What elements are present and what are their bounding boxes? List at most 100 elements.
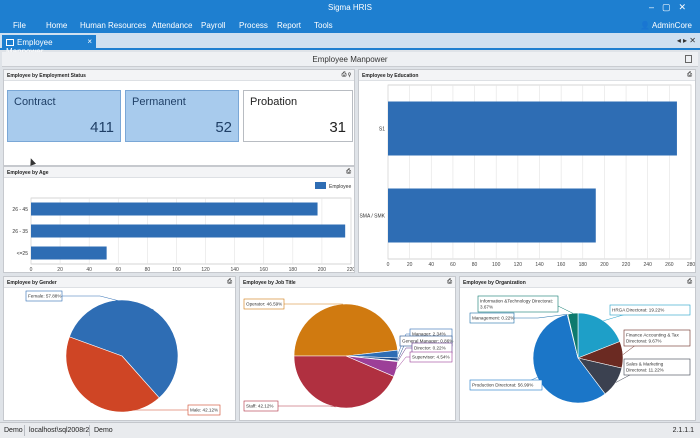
card-probation[interactable]: Probation 31 bbox=[243, 90, 353, 142]
x-tick-label: 20 bbox=[57, 267, 63, 272]
card-label: Probation bbox=[250, 96, 298, 108]
legend-swatch bbox=[315, 182, 326, 189]
panel-title: Employee by Job Title ⎙ bbox=[240, 277, 455, 288]
user-icon: 👤 bbox=[640, 21, 652, 30]
x-tick-label: 120 bbox=[201, 267, 210, 272]
tab-label: Employee Manpower bbox=[6, 38, 53, 56]
user-menu[interactable]: 👤 AdminCore bbox=[640, 21, 692, 30]
export-icon[interactable]: ⎙ bbox=[346, 169, 351, 175]
x-tick-label: 200 bbox=[600, 262, 609, 268]
tab-scroll-arrows[interactable]: ◂ ▸ ✕ bbox=[676, 36, 696, 45]
x-tick-label: 220 bbox=[622, 262, 631, 268]
x-tick-label: 260 bbox=[665, 262, 674, 268]
x-tick-label: 100 bbox=[172, 267, 181, 272]
export-filter-icons[interactable]: ⎙ ⚲ bbox=[341, 72, 351, 78]
y-tick-label: S1 bbox=[379, 127, 385, 133]
tab-employee-manpower[interactable]: Employee Manpower × bbox=[2, 35, 96, 56]
pie-slice bbox=[65, 336, 160, 413]
card-label: Permanent bbox=[132, 96, 186, 108]
pie-label: Production Directorat: 56.99% bbox=[472, 383, 533, 388]
card-value: 52 bbox=[215, 119, 232, 136]
panel-gender: Employee by Gender ⎙ Female: 57.88% Male: … bbox=[3, 276, 236, 421]
x-tick-label: 160 bbox=[557, 262, 566, 268]
pie-label: Management: 0.22% bbox=[472, 316, 514, 321]
pie-label: Sales & Marketing Directorat: 11.22% bbox=[626, 362, 664, 373]
title-bar: Sigma HRIS –▢✕ bbox=[0, 0, 700, 18]
panel-education: Employee by Education ⎙ 0 20 40 60 80 100 120 14… bbox=[358, 69, 696, 273]
status-server: localhost\sql2008r2 bbox=[29, 427, 90, 434]
card-label: Contract bbox=[14, 96, 56, 108]
menu-payroll[interactable]: Payroll bbox=[201, 21, 226, 30]
menu-tools[interactable]: Tools bbox=[314, 21, 333, 30]
pie-label: Information &Technology Directorat: 3.67% bbox=[480, 299, 553, 310]
export-icon[interactable]: ⎙ bbox=[687, 72, 692, 78]
pie-label-box bbox=[187, 404, 221, 416]
x-tick-label: 120 bbox=[514, 262, 523, 268]
panel-title: Employee by Organization ⎙ bbox=[460, 277, 695, 288]
status-separator bbox=[89, 425, 90, 436]
x-tick-label: 160 bbox=[260, 267, 269, 272]
card-value: 411 bbox=[90, 119, 114, 136]
menu-bar: File Home Human Resources Attendance Pay… bbox=[0, 18, 700, 33]
panel-age: Employee by Age ⎙ 0 20 40 60 80 100 120 140 160 18… bbox=[3, 166, 355, 273]
panel-job-title: Employee by Job Title ⎙ Operator: 46.59% M… bbox=[239, 276, 456, 421]
x-tick-label: 80 bbox=[472, 262, 478, 268]
x-tick-label: 40 bbox=[86, 267, 92, 272]
x-tick-label: 280 bbox=[687, 262, 695, 268]
menu-process[interactable]: Process bbox=[239, 21, 268, 30]
status-bar: Demo localhost\sql2008r2 Demo 2.1.1.1 bbox=[0, 422, 700, 438]
bar bbox=[31, 202, 318, 216]
pie-label-box bbox=[469, 379, 543, 391]
y-tick-label: 26 - 35 bbox=[12, 229, 28, 235]
window-controls[interactable]: –▢✕ bbox=[648, 2, 694, 12]
pie-slice bbox=[293, 303, 398, 357]
menu-attendance[interactable]: Attendance bbox=[152, 21, 193, 30]
pie-label: General Manager: 0.86% bbox=[402, 339, 453, 344]
menu-file[interactable]: File bbox=[13, 21, 26, 30]
status-version: 2.1.1.1 bbox=[672, 427, 694, 434]
y-tick-label: 26 - 45 bbox=[12, 207, 28, 213]
menu-human-resources[interactable]: Human Resources bbox=[80, 21, 147, 30]
pie-label: Staff: 42.12% bbox=[246, 404, 274, 409]
x-tick-label: 180 bbox=[579, 262, 588, 268]
card-contract[interactable]: Contract 411 bbox=[7, 90, 121, 142]
menu-home[interactable]: Home bbox=[46, 21, 68, 30]
page-title: Employee Manpower bbox=[312, 55, 388, 64]
status-mode: Demo bbox=[4, 427, 23, 434]
x-tick-label: 80 bbox=[145, 267, 151, 272]
panel-organization: Employee by Organization ⎙ HRGA Directora… bbox=[459, 276, 696, 421]
x-tick-label: 140 bbox=[535, 262, 544, 268]
menu-report[interactable]: Report bbox=[277, 21, 302, 30]
x-tick-label: 140 bbox=[230, 267, 239, 272]
close-icon[interactable]: × bbox=[87, 37, 92, 46]
bar bbox=[31, 246, 107, 260]
pie-label: Director: 0.22% bbox=[414, 346, 446, 351]
pie-slice bbox=[293, 355, 395, 409]
page-header: Employee Manpower bbox=[2, 52, 698, 67]
panel-title: Employee by Age ⎙ bbox=[4, 167, 354, 178]
x-tick-label: 180 bbox=[289, 267, 298, 272]
export-icon[interactable]: ⎙ bbox=[447, 279, 452, 285]
x-tick-label: 240 bbox=[644, 262, 653, 268]
panel-title: Employee by Education ⎙ bbox=[359, 70, 695, 81]
bar bbox=[388, 188, 596, 243]
export-icon[interactable] bbox=[685, 55, 692, 63]
app-title: Sigma HRIS bbox=[327, 3, 372, 12]
gender-pie-chart: Female: 57.88% Male: 42.12% bbox=[25, 290, 221, 416]
export-icon[interactable]: ⎙ bbox=[687, 279, 692, 285]
export-icon[interactable]: ⎙ bbox=[227, 279, 232, 285]
status-db: Demo bbox=[94, 427, 113, 434]
organization-pie-chart: HRGA Directorat: 19.22% Finance Accountin… bbox=[469, 295, 691, 404]
bar bbox=[31, 224, 346, 238]
panel-title: Employee by Gender ⎙ bbox=[4, 277, 235, 288]
pie-label-box bbox=[243, 400, 279, 412]
x-tick-label: 40 bbox=[429, 262, 435, 268]
x-tick-label: 60 bbox=[115, 267, 121, 272]
tab-strip: Employee Manpower × ◂ ▸ ✕ bbox=[0, 33, 700, 56]
y-tick-label: <=25 bbox=[17, 251, 29, 257]
user-name: AdminCore bbox=[651, 21, 692, 30]
pie-label: Finance Accounting & Tax Directorat: 9.67… bbox=[626, 333, 679, 344]
x-tick-label: 220 bbox=[347, 267, 354, 272]
pie-label-box bbox=[609, 304, 691, 316]
card-permanent[interactable]: Permanent 52 bbox=[125, 90, 239, 142]
